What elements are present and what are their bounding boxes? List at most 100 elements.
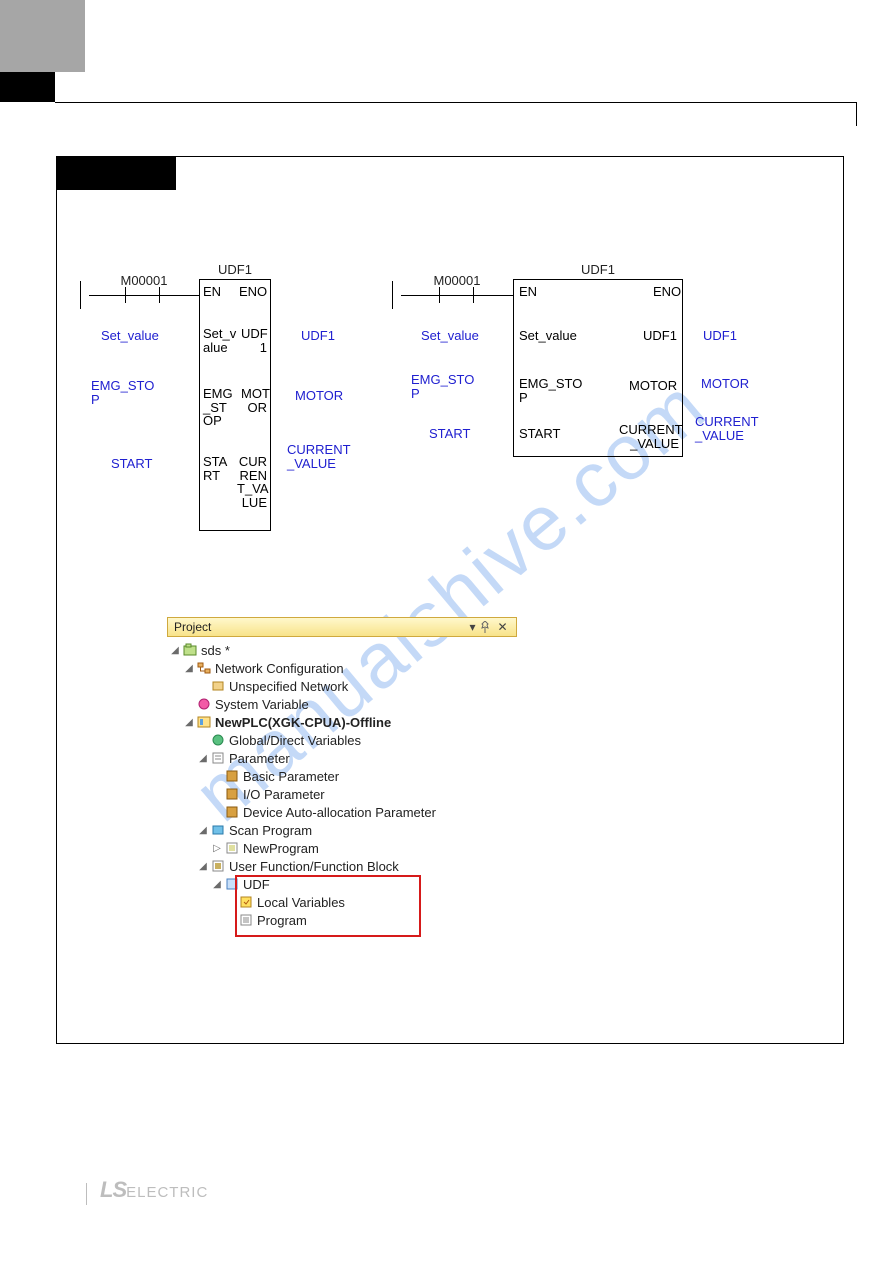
tree-param[interactable]: ◢ Parameter: [197, 749, 517, 767]
tree-label: Unspecified Network: [227, 679, 348, 694]
tree-label: Basic Parameter: [241, 769, 339, 784]
out-ext-1: UDF1: [703, 329, 737, 343]
tree-ufb[interactable]: ◢ User Function/Function Block: [197, 857, 517, 875]
tree-scan[interactable]: ◢ Scan Program: [197, 821, 517, 839]
out-pin-2: MOT OR: [241, 387, 267, 414]
in-pin-3: START: [519, 427, 560, 441]
sysvar-icon: [195, 696, 213, 712]
in-pin-2: EMG_STO P: [519, 377, 582, 404]
globals-icon: [209, 732, 227, 748]
tree-plc[interactable]: ◢ NewPLC(XGK-CPUA)-Offline: [183, 713, 517, 731]
param-item-icon: [223, 786, 241, 802]
function-block-left: M00001 UDF1 EN ENO Set_value Set_v alue …: [91, 267, 381, 537]
tree-label: Global/Direct Variables: [227, 733, 361, 748]
tree-newprog[interactable]: ▷ NewProgram: [211, 839, 517, 857]
toggle-icon[interactable]: ◢: [169, 645, 181, 656]
tree-sysvar[interactable]: System Variable: [183, 695, 517, 713]
toggle-icon[interactable]: ◢: [197, 753, 209, 764]
out-pin-3: CURRENT _VALUE: [619, 423, 679, 450]
tree-label: NewPLC(XGK-CPUA)-Offline: [213, 715, 391, 730]
tree-basic[interactable]: Basic Parameter: [211, 767, 517, 785]
contact-label: M00001: [89, 273, 199, 288]
out-ext-3: CURRENT _VALUE: [287, 443, 351, 470]
function-block-right: M00001 UDF1 EN ENO Set_value Set_value U…: [403, 267, 783, 467]
brand-thin: ELECTRIC: [126, 1184, 208, 1201]
in-ext-3: START: [111, 457, 152, 471]
in-ext-2: EMG_STO P: [411, 373, 474, 400]
pin-icon[interactable]: [480, 621, 495, 633]
out-pin-2: MOTOR: [629, 379, 677, 393]
scan-icon: [209, 822, 227, 838]
ufb-icon: [209, 858, 227, 874]
brand-bold: LS: [100, 1177, 126, 1202]
network-node-icon: [209, 678, 227, 694]
toggle-icon[interactable]: ◢: [183, 663, 195, 674]
toggle-icon[interactable]: ◢: [183, 717, 195, 728]
tree-label: sds *: [199, 643, 230, 658]
en-pin: EN: [519, 285, 537, 299]
tree-label: Network Configuration: [213, 661, 344, 676]
out-ext-2: MOTOR: [295, 389, 343, 403]
eno-pin: ENO: [653, 285, 681, 299]
toggle-icon[interactable]: ◢: [211, 879, 223, 890]
param-icon: [209, 750, 227, 766]
dropdown-icon[interactable]: ▾: [465, 620, 480, 634]
toggle-icon[interactable]: ◢: [197, 825, 209, 836]
in-pin-3: STA RT: [203, 455, 227, 482]
in-ext-1: Set_value: [101, 329, 159, 343]
plc-icon: [195, 714, 213, 730]
footer-logo: LSELECTRIC: [100, 1177, 208, 1203]
header-rule: [55, 102, 857, 103]
block-title: UDF1: [199, 263, 271, 277]
project-icon: [181, 642, 199, 658]
tree-io[interactable]: I/O Parameter: [211, 785, 517, 803]
content-frame: manualshive.com M00001 UDF1 EN ENO Set_v…: [56, 156, 844, 1044]
tree-netcfg[interactable]: ◢ Network Configuration: [183, 659, 517, 677]
rail-left: M00001: [89, 281, 199, 303]
project-titlebar: Project ▾ ✕: [167, 617, 517, 637]
tree-devauto[interactable]: Device Auto-allocation Parameter: [211, 803, 517, 821]
tree-label: Scan Program: [227, 823, 312, 838]
out-ext-2: MOTOR: [701, 377, 749, 391]
out-ext-1: UDF1: [301, 329, 335, 343]
toggle-icon[interactable]: ◢: [197, 861, 209, 872]
project-panel: Project ▾ ✕ ◢ sds * ◢ Network Configurat…: [167, 617, 517, 935]
header-black-block: [0, 72, 55, 102]
contact-label: M00001: [401, 273, 513, 288]
out-pin-3: CUR REN T_VA LUE: [237, 455, 267, 510]
out-ext-3: CURRENT _VALUE: [695, 415, 759, 442]
tree-label: User Function/Function Block: [227, 859, 399, 874]
tree-label: Device Auto-allocation Parameter: [241, 805, 436, 820]
close-icon[interactable]: ✕: [495, 620, 510, 634]
project-title: Project: [174, 620, 211, 634]
tree-root[interactable]: ◢ sds *: [169, 641, 517, 659]
in-pin-2: EMG _ST OP: [203, 387, 233, 428]
in-pin-1: Set_value: [519, 329, 577, 343]
program-icon: [223, 840, 241, 856]
header-grey-block: [0, 0, 85, 72]
out-pin-1: UDF 1: [241, 327, 267, 354]
tree-unspec[interactable]: Unspecified Network: [197, 677, 517, 695]
chapter-tab: [56, 156, 176, 190]
param-item-icon: [223, 768, 241, 784]
tree-label: I/O Parameter: [241, 787, 325, 802]
param-item-icon: [223, 804, 241, 820]
tree-label: System Variable: [213, 697, 309, 712]
in-ext-3: START: [429, 427, 470, 441]
in-pin-1: Set_v alue: [203, 327, 236, 354]
tree-globals[interactable]: Global/Direct Variables: [197, 731, 517, 749]
toggle-icon[interactable]: ▷: [211, 843, 223, 854]
in-ext-1: Set_value: [421, 329, 479, 343]
eno-pin: ENO: [239, 285, 267, 299]
header-rule-cap: [856, 102, 857, 126]
tree-label: Parameter: [227, 751, 290, 766]
out-pin-1: UDF1: [643, 329, 677, 343]
network-icon: [195, 660, 213, 676]
en-pin: EN: [203, 285, 221, 299]
footer-divider: [86, 1183, 87, 1205]
block-title: UDF1: [513, 263, 683, 277]
tree-label: NewProgram: [241, 841, 319, 856]
rail-right: M00001: [401, 281, 513, 303]
highlight-box: [235, 875, 421, 937]
in-ext-2: EMG_STO P: [91, 379, 154, 406]
